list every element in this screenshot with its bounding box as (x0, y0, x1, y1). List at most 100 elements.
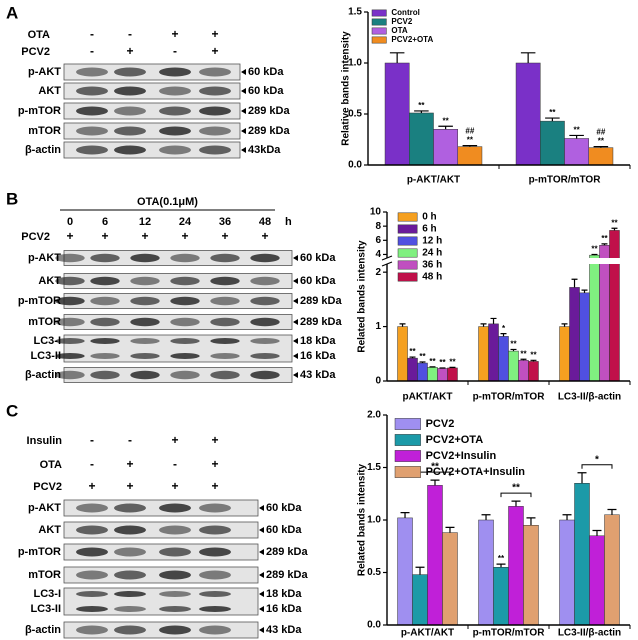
legend-label: 6 h (422, 224, 436, 235)
bar (397, 517, 413, 626)
error-bar (510, 348, 517, 352)
band-size: 60 kDa (248, 66, 284, 78)
band-arrowhead (293, 319, 298, 325)
bracket (500, 492, 532, 498)
significance: ** (419, 352, 426, 361)
significance: ** (574, 126, 581, 135)
time-label: 48 (259, 216, 271, 228)
error-bar (611, 227, 618, 231)
blot-band (159, 547, 191, 557)
blot-band (159, 525, 191, 535)
band-size: 60 kDa (248, 85, 284, 97)
error-bar (562, 514, 572, 520)
blot-band (90, 338, 120, 344)
condition-mark: + (211, 433, 218, 447)
legend-swatch (371, 9, 387, 17)
blot-band (55, 353, 85, 359)
band-size: 16 kDa (300, 350, 336, 362)
condition-mark: + (126, 479, 133, 493)
blot-band (159, 86, 191, 96)
band-size: 289 kDa (300, 316, 342, 328)
significance: ** (549, 108, 556, 117)
band-arrowhead (241, 88, 246, 94)
legend-label: 24 h (422, 248, 442, 259)
band-arrowhead (259, 606, 264, 612)
y-tick-label: 10 (370, 207, 382, 218)
blot-band (90, 276, 120, 286)
blot-band (170, 253, 200, 263)
blot-band (130, 276, 160, 286)
significance: * (502, 324, 506, 333)
blot-band (55, 370, 85, 380)
blot-band (250, 317, 280, 327)
y-axis-label: Related bands intensity (357, 240, 368, 353)
band-name: AKT (38, 524, 61, 536)
band-name: p-AKT (28, 502, 61, 514)
y-axis-label: Related bands intensity (357, 463, 368, 576)
condition-name: OTA (28, 29, 50, 41)
blot-band (210, 317, 240, 327)
condition-mark: + (211, 479, 218, 493)
band-size: 18 kDa (266, 588, 302, 600)
bar (508, 506, 524, 626)
blot-band (159, 67, 191, 77)
band-arrowhead (259, 572, 264, 578)
y-tick-label: 0.5 (348, 109, 362, 120)
error-bar (526, 517, 536, 526)
legend-swatch (397, 224, 418, 234)
condition-mark: + (171, 27, 178, 41)
bar (442, 532, 458, 626)
legend-swatch (371, 36, 387, 44)
panel-label: B (6, 189, 18, 208)
bar (427, 367, 438, 382)
legend-swatch (394, 418, 421, 430)
band-size: 289 kDa (300, 295, 342, 307)
significance: ** (611, 218, 618, 227)
x-tick-label: p-AKT/AKT (407, 175, 460, 186)
error-bar (462, 145, 478, 147)
band-size: 60 kDa (266, 524, 302, 536)
blot-band (199, 547, 231, 557)
bar (564, 138, 589, 166)
y-tick-label: 8 (375, 221, 381, 232)
error-bar (400, 512, 410, 518)
bar (488, 323, 499, 382)
band-name: LC3-I (34, 335, 62, 347)
legend-swatch (394, 450, 421, 462)
blot-band (170, 370, 200, 380)
bar (604, 514, 620, 626)
band-arrowhead (293, 255, 298, 261)
legend-swatch (397, 260, 418, 270)
condition-name: OTA (40, 459, 62, 471)
y-tick-label: 1.5 (367, 462, 381, 473)
band-name: p-mTOR (18, 105, 61, 117)
significance: ** (498, 554, 505, 563)
blot-band (114, 86, 146, 96)
blot-band (199, 86, 231, 96)
band-size: 16 kDa (266, 603, 302, 615)
y-tick-label: 2 (375, 267, 381, 278)
condition-name: PCV2 (21, 231, 50, 243)
blot-band (55, 338, 85, 344)
blot-band (76, 625, 108, 635)
blot-band (159, 145, 191, 155)
band-name: β-actin (25, 369, 61, 381)
condition-mark: + (211, 457, 218, 471)
error-bar (449, 366, 456, 368)
condition-name: PCV2 (21, 46, 50, 58)
condition-name: Insulin (27, 435, 63, 447)
blot-strip (63, 141, 241, 159)
time-label: 12 (139, 216, 151, 228)
significance: ** (520, 349, 527, 358)
blot-band (76, 126, 108, 136)
bracket-label: * (595, 454, 599, 465)
blot-band (170, 276, 200, 286)
y-tick-label: 1 (375, 321, 381, 332)
error-bar (500, 333, 507, 337)
error-bar (429, 366, 436, 368)
bar (515, 62, 541, 166)
condition-mark: + (181, 229, 188, 243)
band-name: LC3-II (30, 350, 61, 362)
blot-band (76, 525, 108, 535)
condition-mark: + (66, 229, 73, 243)
